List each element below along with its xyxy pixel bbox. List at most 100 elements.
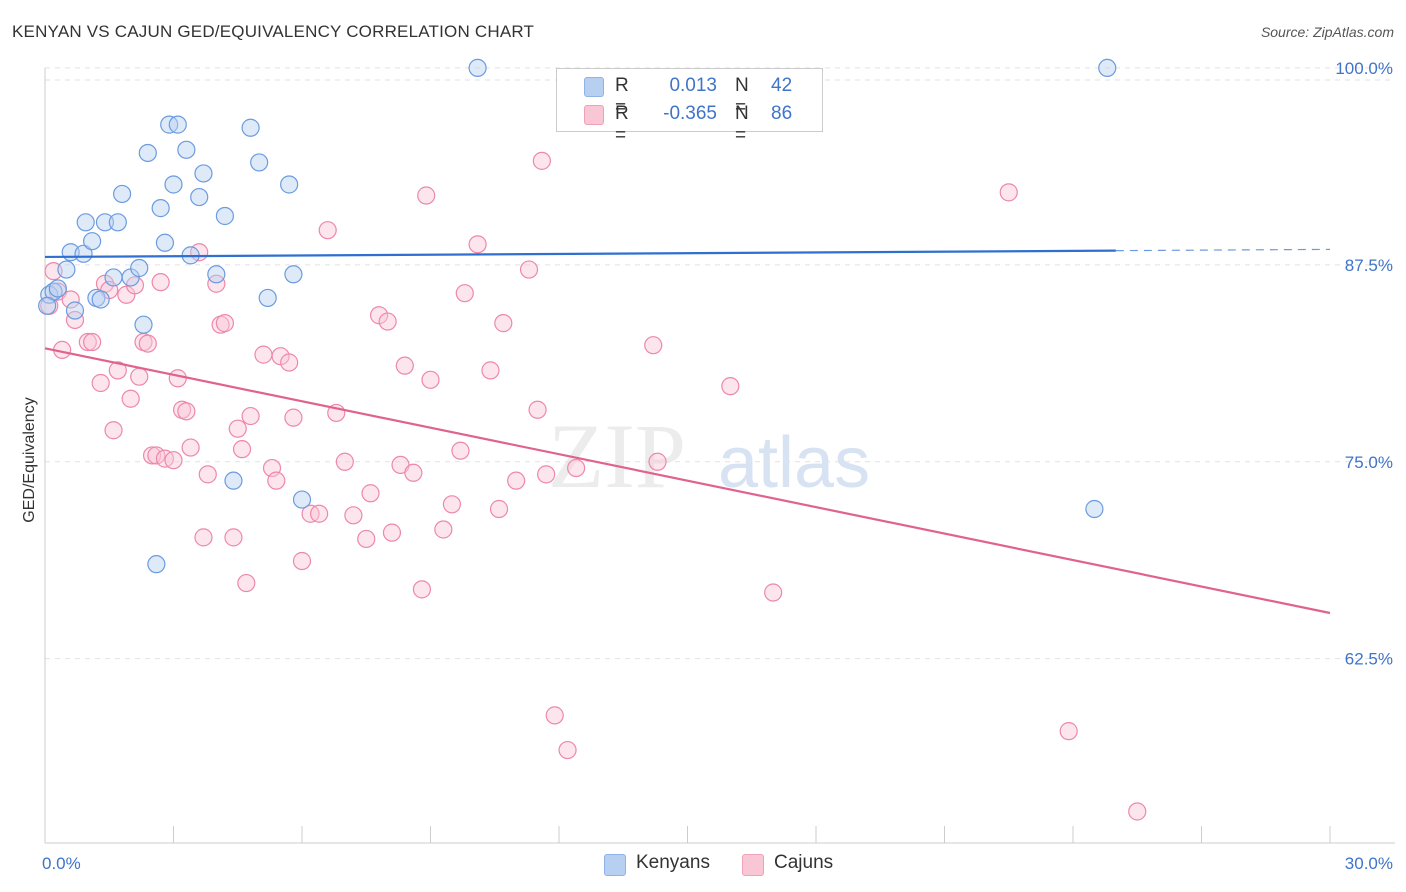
cajun-point: [1128, 802, 1147, 821]
cajun-point: [344, 506, 363, 525]
cajun-point: [164, 451, 183, 470]
cajun-point: [181, 438, 200, 457]
kenyans-legend-swatch: [604, 854, 626, 876]
kenyan-point: [112, 184, 132, 204]
cajuns-trend-line: [44, 347, 1331, 615]
kenyan-point: [48, 279, 67, 298]
kenyan-point: [130, 258, 149, 278]
cajuns-legend-label: Cajuns: [774, 852, 834, 873]
cajun-point: [451, 441, 470, 460]
cajun-point: [545, 706, 564, 725]
cajun-point: [318, 221, 337, 240]
cajun-point: [378, 312, 397, 331]
kenyan-point: [292, 490, 312, 509]
kenyan-point: [155, 233, 175, 252]
kenyan-point: [168, 115, 187, 134]
kenyan-point: [38, 296, 57, 315]
cajun-point: [648, 452, 667, 471]
cajuns-legend-swatch: [742, 854, 764, 876]
cajun-point: [481, 361, 500, 380]
cajun-point: [357, 529, 376, 549]
cajun-point: [228, 419, 247, 438]
kenyan-point: [164, 175, 183, 194]
cajun-point: [237, 573, 256, 593]
cajun-point: [292, 551, 312, 571]
tick-labels: 62.5% 75.0% 87.5% 100.0% 0.0% 30.0%: [42, 59, 1393, 873]
kenyan-point: [207, 265, 226, 284]
cajun-point: [168, 369, 187, 388]
cajuns-points: [40, 151, 1147, 821]
cajun-point: [434, 520, 453, 539]
kenyan-point: [241, 118, 260, 137]
kenyan-point: [250, 153, 269, 172]
cajun-point: [61, 290, 80, 309]
cajun-point: [1059, 722, 1078, 741]
kenyan-point: [91, 290, 110, 309]
cajun-point: [567, 458, 586, 478]
cajun-point: [468, 235, 487, 254]
cajun-point: [138, 334, 157, 353]
cajun-point: [215, 314, 234, 333]
chart-title: KENYAN VS CAJUN GED/EQUIVALENCY CORRELAT…: [12, 22, 535, 41]
cajun-point: [455, 284, 474, 303]
kenyan-point: [468, 58, 487, 78]
cajun-point: [494, 314, 513, 333]
r-label: R =: [615, 75, 629, 118]
cajun-point: [207, 274, 226, 293]
kenyan-point: [284, 265, 303, 284]
cajun-point: [267, 471, 286, 490]
cajun-point: [421, 370, 440, 389]
cajun-point: [130, 367, 149, 386]
cajun-point: [177, 402, 196, 421]
kenyan-point: [147, 555, 166, 574]
kenyan-point: [104, 268, 123, 287]
kenyan-point: [83, 232, 102, 251]
cajun-point: [764, 583, 783, 602]
watermark-atlas: atlas: [718, 423, 870, 503]
kenyan-point: [74, 244, 93, 263]
kenyan-point: [76, 213, 95, 232]
y-tick-label: 87.5%: [1345, 256, 1393, 275]
cajun-point: [361, 484, 380, 503]
kenyan-point: [280, 175, 299, 194]
cajun-point: [194, 528, 213, 547]
kenyan-point: [95, 213, 115, 232]
y-tick-label: 62.5%: [1345, 650, 1393, 669]
cajun-point: [91, 373, 110, 393]
kenyan-point: [108, 213, 127, 232]
n-value: 86: [771, 103, 793, 124]
cajun-point: [104, 421, 123, 440]
y-tick-label: 75.0%: [1345, 453, 1393, 472]
cajun-point: [151, 273, 170, 292]
x-tick-label: 0.0%: [42, 854, 81, 873]
kenyan-point: [57, 260, 76, 279]
cajun-point: [335, 452, 354, 471]
r-value: 0.013: [669, 75, 717, 96]
axes: [44, 68, 1395, 844]
kenyan-point: [194, 164, 213, 183]
r-label: R =: [615, 103, 629, 146]
kenyans-swatch: [584, 77, 604, 97]
cajun-point: [284, 408, 303, 427]
watermark: ZIP atlas: [548, 405, 870, 507]
cajun-point: [310, 504, 329, 523]
n-value: 42: [771, 75, 793, 96]
kenyans-points: [38, 58, 1117, 574]
kenyan-point: [138, 143, 157, 163]
cajun-point: [507, 471, 526, 490]
cajun-point: [382, 523, 402, 542]
n-label: N =: [735, 103, 749, 146]
cajun-point: [83, 332, 102, 352]
stats-legend: R = 0.013 N = 42 R = -0.365 N = 86: [556, 68, 823, 146]
cajun-point: [532, 151, 551, 170]
r-value: -0.365: [663, 103, 717, 124]
cajuns-swatch: [584, 105, 604, 125]
kenyan-point: [134, 315, 153, 334]
cajun-point: [108, 361, 127, 380]
cajun-point: [519, 260, 539, 279]
cajun-point: [537, 465, 556, 484]
chart-source: Source: ZipAtlas.com: [1260, 24, 1394, 40]
cajun-point: [78, 332, 97, 352]
cajun-point: [442, 495, 462, 514]
kenyans-legend-label: Kenyans: [636, 852, 710, 873]
